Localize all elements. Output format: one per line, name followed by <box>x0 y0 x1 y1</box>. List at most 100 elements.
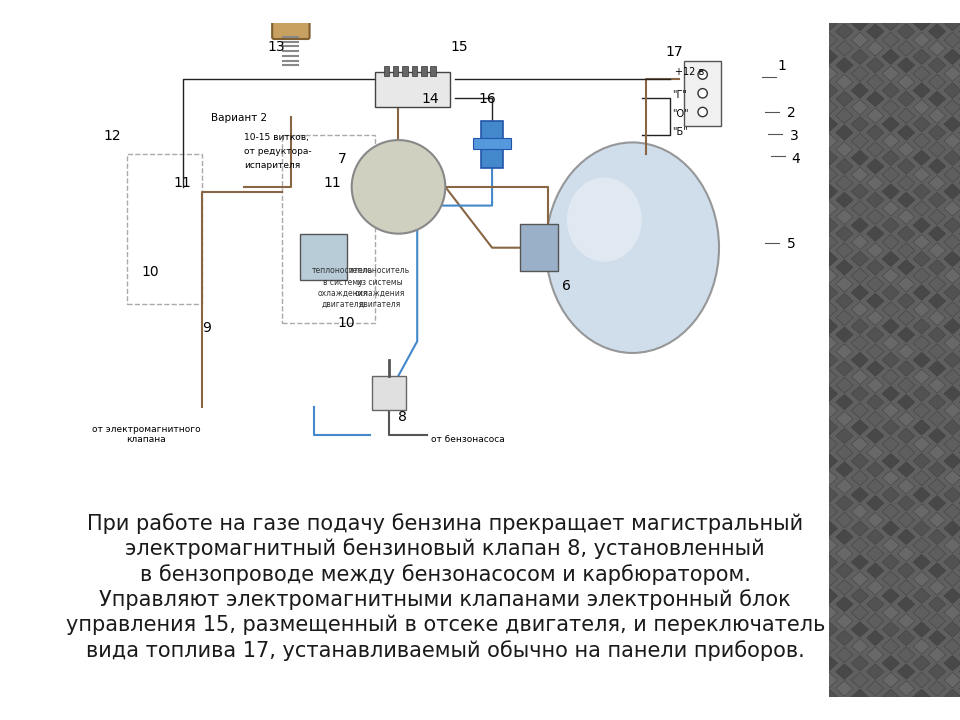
Polygon shape <box>913 184 930 199</box>
Polygon shape <box>898 192 915 207</box>
Polygon shape <box>821 117 838 132</box>
Circle shape <box>698 70 708 79</box>
Polygon shape <box>898 226 915 241</box>
Polygon shape <box>944 504 960 519</box>
Polygon shape <box>821 521 838 536</box>
Polygon shape <box>913 167 930 182</box>
Polygon shape <box>821 0 838 14</box>
Polygon shape <box>852 268 869 284</box>
Polygon shape <box>913 117 930 132</box>
Polygon shape <box>898 176 915 191</box>
Polygon shape <box>852 167 869 182</box>
Polygon shape <box>944 605 960 621</box>
Polygon shape <box>867 142 884 157</box>
Polygon shape <box>852 99 869 115</box>
Polygon shape <box>867 563 884 578</box>
Polygon shape <box>836 647 853 662</box>
Polygon shape <box>898 260 915 275</box>
Polygon shape <box>821 49 838 65</box>
Polygon shape <box>852 470 869 486</box>
Polygon shape <box>898 209 915 225</box>
Polygon shape <box>821 538 838 553</box>
Polygon shape <box>928 445 946 460</box>
Polygon shape <box>852 402 869 418</box>
Polygon shape <box>882 49 900 65</box>
Polygon shape <box>898 58 915 73</box>
Polygon shape <box>913 605 930 621</box>
Polygon shape <box>882 605 900 621</box>
Polygon shape <box>882 336 900 351</box>
Polygon shape <box>821 605 838 621</box>
Polygon shape <box>836 108 853 124</box>
Polygon shape <box>913 99 930 115</box>
Polygon shape <box>898 310 915 325</box>
Ellipse shape <box>546 143 719 353</box>
Polygon shape <box>928 260 946 275</box>
Polygon shape <box>882 318 900 334</box>
Polygon shape <box>882 201 900 216</box>
Polygon shape <box>898 411 915 427</box>
Polygon shape <box>852 234 869 250</box>
Polygon shape <box>836 310 853 325</box>
Polygon shape <box>821 184 838 199</box>
Polygon shape <box>928 596 946 612</box>
Polygon shape <box>821 15 838 31</box>
Polygon shape <box>852 66 869 81</box>
Polygon shape <box>882 251 900 266</box>
Polygon shape <box>882 571 900 587</box>
Text: электромагнитный бензиновый клапан 8, установленный: электромагнитный бензиновый клапан 8, ус… <box>126 539 765 559</box>
Polygon shape <box>882 622 900 637</box>
Polygon shape <box>928 40 946 56</box>
Polygon shape <box>836 176 853 191</box>
Polygon shape <box>882 99 900 115</box>
Bar <box>402 66 408 76</box>
Polygon shape <box>898 158 915 174</box>
Polygon shape <box>867 226 884 241</box>
Polygon shape <box>867 293 884 309</box>
Polygon shape <box>928 563 946 578</box>
Polygon shape <box>852 454 869 469</box>
Polygon shape <box>944 234 960 250</box>
Polygon shape <box>913 49 930 65</box>
Text: 14: 14 <box>421 91 440 106</box>
Polygon shape <box>898 563 915 578</box>
Polygon shape <box>898 243 915 258</box>
Polygon shape <box>882 672 900 688</box>
Polygon shape <box>944 167 960 182</box>
Polygon shape <box>836 142 853 157</box>
Text: "Б": "Б" <box>672 127 687 138</box>
Polygon shape <box>913 504 930 519</box>
Polygon shape <box>836 209 853 225</box>
Text: 11: 11 <box>174 176 192 190</box>
Polygon shape <box>928 630 946 646</box>
Polygon shape <box>867 361 884 376</box>
Polygon shape <box>852 49 869 65</box>
Circle shape <box>698 107 708 117</box>
Polygon shape <box>944 554 960 570</box>
Text: теплоноситель
в систему
охлаждения
двигателя: теплоноситель в систему охлаждения двига… <box>312 266 372 309</box>
Polygon shape <box>928 176 946 191</box>
Polygon shape <box>882 285 900 300</box>
Text: 1: 1 <box>778 59 786 73</box>
Text: "Г": "Г" <box>672 90 686 100</box>
Polygon shape <box>882 217 900 233</box>
Polygon shape <box>836 293 853 309</box>
Polygon shape <box>852 0 869 14</box>
Text: Управляют электромагнитными клапанами электронный блок: Управляют электромагнитными клапанами эл… <box>100 589 791 610</box>
Polygon shape <box>821 571 838 587</box>
Bar <box>383 66 389 76</box>
Bar <box>412 66 418 76</box>
Polygon shape <box>882 689 900 705</box>
Polygon shape <box>882 302 900 318</box>
Polygon shape <box>852 150 869 166</box>
Polygon shape <box>882 554 900 570</box>
Polygon shape <box>836 158 853 174</box>
Polygon shape <box>821 99 838 115</box>
Polygon shape <box>898 91 915 107</box>
Polygon shape <box>821 588 838 603</box>
Polygon shape <box>821 420 838 435</box>
Polygon shape <box>867 260 884 275</box>
Polygon shape <box>928 495 946 511</box>
Polygon shape <box>928 664 946 680</box>
Polygon shape <box>944 83 960 98</box>
